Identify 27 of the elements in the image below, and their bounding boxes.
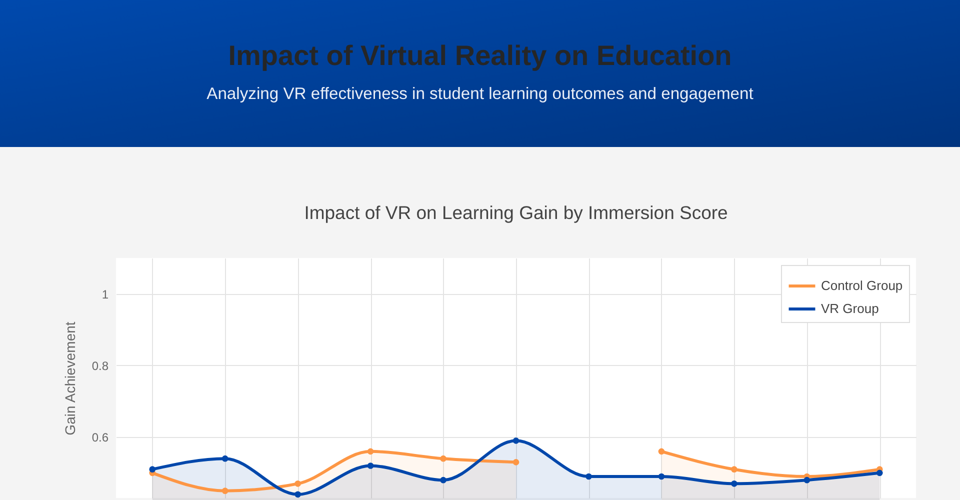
text: Impact of VR on Learning Gain by Immersion Score (304, 202, 728, 223)
point (731, 466, 738, 472)
point (222, 488, 228, 494)
point (440, 455, 446, 462)
point (367, 448, 374, 455)
point (149, 466, 156, 472)
point (367, 462, 374, 469)
point (294, 491, 301, 498)
point (440, 476, 446, 484)
point (804, 476, 810, 484)
point (658, 448, 665, 455)
point (512, 438, 520, 444)
point (222, 455, 228, 462)
point (294, 480, 301, 487)
y-tick-label: 0.6 (92, 430, 109, 445)
y-tick-label: 1 (102, 287, 109, 302)
point (876, 470, 883, 476)
point (731, 480, 738, 487)
point (586, 473, 592, 480)
y-tick-label: 0.8 (92, 358, 109, 373)
chart-title: Impact of Virtual Reality on Education (228, 40, 732, 71)
chart-subtitle: Analyzing VR effectiveness in student learning outcomes and engagement (206, 84, 754, 103)
y-axis-title: Gain Achievement (62, 322, 78, 436)
legend-label: Control Group (821, 278, 903, 293)
point (658, 473, 665, 480)
legend-label: VR Group (821, 301, 879, 316)
point (512, 459, 520, 466)
